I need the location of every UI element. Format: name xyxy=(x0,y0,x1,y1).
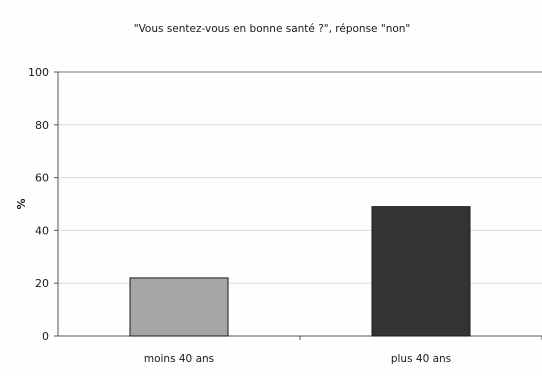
y-tick-label: 0 xyxy=(42,330,49,343)
y-tick-label: 20 xyxy=(35,277,49,290)
y-tick-label: 100 xyxy=(28,66,49,79)
x-tick-label: plus 40 ans xyxy=(391,353,451,365)
y-tick-label: 40 xyxy=(35,224,49,237)
bar-moins-40-ans xyxy=(129,277,229,337)
chart-title: "Vous sentez-vous en bonne santé ?", rép… xyxy=(134,23,411,35)
y-tick-label: 80 xyxy=(35,119,49,132)
y-ticks: 0 20 40 60 80 100 xyxy=(28,66,58,343)
y-tick-label: 60 xyxy=(35,172,49,185)
bar-plus-40-ans xyxy=(371,206,471,337)
x-tick-labels: moins 40 ans plus 40 ans xyxy=(144,336,542,365)
bars xyxy=(129,206,471,337)
y-axis-label: % xyxy=(15,198,28,209)
x-tick-label: moins 40 ans xyxy=(144,353,214,365)
